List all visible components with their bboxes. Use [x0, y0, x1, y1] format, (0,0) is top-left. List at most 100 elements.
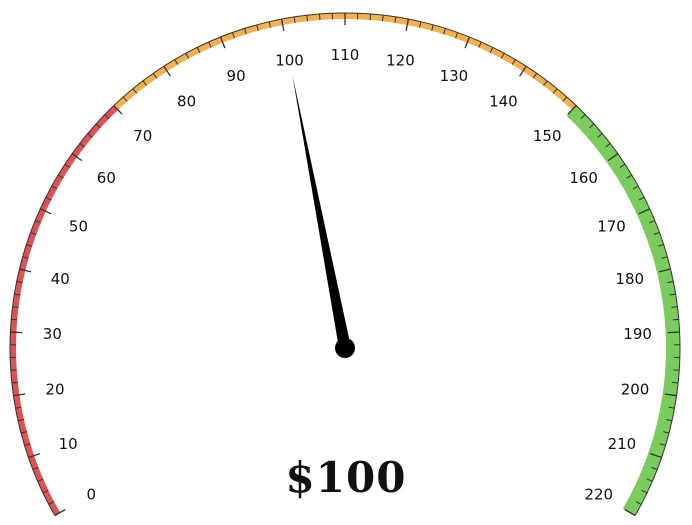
gauge-tick-label: 130 [440, 67, 469, 85]
gauge-tick-label: 150 [533, 127, 562, 145]
gauge-minor-tick [174, 59, 179, 65]
gauge-minor-tick [543, 80, 548, 86]
gauge-minor-tick [196, 47, 201, 53]
gauge-band-0 [9, 105, 118, 516]
gauge-minor-tick [605, 143, 611, 148]
gauge-major-tick [28, 453, 40, 459]
gauge-minor-tick [306, 15, 308, 22]
gauge-minor-tick [231, 32, 235, 39]
gauge-minor-tick [152, 72, 158, 79]
gauge-minor-tick [11, 318, 18, 321]
gauge-minor-tick [552, 88, 558, 94]
gauge-minor-tick [104, 114, 110, 120]
gauge-minor-tick [635, 501, 642, 505]
gauge-minor-tick [455, 32, 459, 39]
gauge-tick-label: 10 [59, 435, 78, 453]
gauge-minor-tick [580, 114, 586, 120]
gauge-ticks [10, 13, 680, 517]
gauge-minor-tick [142, 80, 147, 86]
gauge-major-tick [19, 268, 32, 273]
gauge-minor-tick [42, 489, 49, 494]
gauge-tick-label: 170 [597, 217, 626, 235]
gauge-minor-tick [666, 418, 673, 422]
gauge-minor-tick [668, 406, 675, 409]
gauge-minor-tick [431, 24, 434, 31]
gauge-minor-tick [641, 489, 648, 494]
gauge-minor-tick [661, 256, 668, 259]
gauge-tick-label: 120 [386, 51, 415, 69]
gauge-minor-tick [653, 231, 660, 235]
gauge-minor-tick [48, 501, 55, 505]
gauge-tick-label: 200 [621, 381, 650, 399]
gauge-minor-tick [478, 41, 482, 48]
gauge-minor-tick [37, 478, 44, 482]
gauge-minor-tick [626, 174, 633, 179]
gauge-major-tick [667, 331, 680, 334]
gauge-major-tick [71, 153, 83, 162]
gauge-major-tick [664, 393, 677, 397]
gauge-needle-hub [335, 338, 355, 358]
gauge-minor-tick [122, 96, 128, 102]
gauge-color-bands [9, 12, 681, 516]
gauge-minor-tick [11, 381, 18, 384]
gauge-tick-label: 190 [623, 325, 652, 343]
gauge-minor-tick [619, 163, 626, 168]
gauge-minor-tick [24, 443, 31, 446]
gauge-minor-tick [32, 466, 39, 471]
gauge-minor-tick [79, 143, 85, 148]
gauge-band-2 [566, 105, 681, 516]
gauge-major-tick [567, 105, 577, 115]
gauge-major-tick [219, 36, 226, 49]
gauge-tick-label: 0 [86, 486, 96, 504]
gauge-major-tick [54, 508, 66, 517]
gauge-minor-tick [208, 41, 212, 48]
gauge-minor-tick [132, 88, 138, 94]
gauge-minor-tick [185, 52, 190, 59]
gauge-needle-group [292, 75, 355, 358]
gauge-minor-tick [511, 59, 516, 65]
gauge-major-tick [10, 331, 23, 334]
gauge-minor-tick [95, 123, 101, 129]
gauge-minor-tick [51, 185, 58, 190]
gauge-minor-tick [667, 280, 674, 284]
gauge-minor-tick [394, 16, 397, 23]
gauge-minor-tick [30, 231, 37, 235]
gauge-major-tick [624, 508, 636, 517]
gauge-major-tick [658, 268, 671, 273]
gauge-major-tick [13, 393, 26, 397]
gauge-major-tick [163, 65, 171, 77]
gauge-tick-label: 140 [489, 93, 518, 111]
gauge-tick-label: 50 [69, 217, 88, 235]
gauge-major-tick [405, 18, 410, 31]
gauge-major-tick [638, 208, 650, 215]
gauge-minor-tick [16, 280, 23, 284]
gauge-tick-label: 210 [608, 435, 637, 453]
gauge-outer-arc [9, 12, 681, 516]
gauge-minor-tick [532, 72, 538, 79]
gauge-tick-label: 30 [43, 325, 62, 343]
gauge-tick-labels: 0 10 20 30 40 50 60 70 80 90 100 110 120 130 140 150 160… [43, 46, 652, 504]
gauge-tick-label: 220 [584, 486, 613, 504]
gauge-minor-tick [64, 163, 71, 168]
gauge-minor-tick [489, 47, 494, 53]
gauge-minor-tick [382, 15, 384, 22]
gauge-tick-label: 80 [177, 93, 196, 111]
gauge-minor-tick [17, 418, 24, 422]
gauge-major-tick [464, 36, 471, 49]
gauge-minor-tick [657, 244, 664, 247]
gauge-major-tick [607, 153, 619, 162]
gauge-minor-tick [671, 306, 678, 308]
gauge-needle [292, 75, 351, 350]
gauge-minor-tick [672, 318, 679, 321]
gauge-minor-tick [638, 196, 645, 201]
gauge-minor-tick [659, 443, 666, 446]
gauge-minor-tick [663, 431, 670, 434]
gauge-major-tick [113, 105, 123, 115]
gauge-minor-tick [256, 24, 259, 31]
gauge-minor-tick [646, 478, 653, 482]
gauge-tick-label: 70 [133, 127, 152, 145]
gauge-band-1 [113, 12, 577, 110]
gauge-tick-label: 40 [51, 270, 70, 288]
gauge-minor-tick [35, 220, 41, 224]
